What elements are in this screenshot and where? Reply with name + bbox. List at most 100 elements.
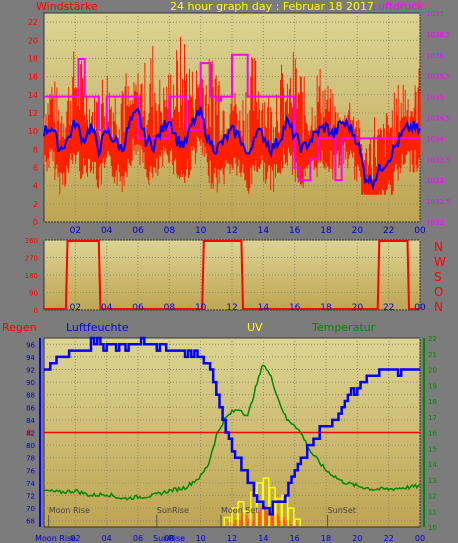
x-tick-1-22: 22	[383, 226, 394, 236]
pressure-tick-1032: 1032	[426, 219, 444, 227]
temperature-tick-15: 15	[428, 445, 437, 453]
x-tick-3-22: 22	[384, 534, 394, 543]
wind-tick-22: 22	[28, 18, 38, 27]
series-humidity	[44, 336, 420, 516]
x-tick-2-20: 20	[352, 303, 364, 313]
humidity-tick-80: 80	[26, 442, 35, 450]
humidity-tick-88: 88	[26, 392, 35, 400]
wind-tick-6: 6	[33, 163, 38, 172]
pressure-tick-1033,5: 1033,5	[426, 156, 451, 164]
direction-letter-s: S	[434, 270, 442, 284]
x-tick-2-12: 12	[226, 303, 237, 313]
plot-area-2	[43, 239, 421, 311]
pressure-tick-1036: 1036	[426, 52, 444, 60]
x-tick-2-02: 02	[70, 303, 81, 313]
direction-tick-90: 90	[29, 290, 38, 298]
x-tick-2-14: 14	[258, 303, 270, 313]
wind-tick-18: 18	[28, 54, 38, 63]
annotation-label-0: Moon Rise	[49, 506, 90, 515]
wind-tick-14: 14	[28, 91, 38, 100]
pressure-tick-1036,5: 1036,5	[426, 31, 451, 39]
wind-tick-8: 8	[33, 145, 38, 154]
pressure-tick-1032,5: 1032,5	[426, 198, 451, 206]
direction-tick-360: 360	[25, 237, 38, 245]
pressure-tick-1034,5: 1034,5	[426, 115, 451, 123]
direction-letter-w: W	[434, 255, 446, 269]
x-tick-2-08: 08	[164, 303, 176, 313]
humidity-tick-68: 68	[26, 518, 35, 526]
annotation-label-1: SunRise	[157, 506, 189, 515]
x-tick-1-20: 20	[352, 226, 364, 236]
wind-tick-4: 4	[33, 182, 38, 191]
pressure-tick-1035: 1035	[426, 94, 444, 102]
x-tick-2-00: 00	[414, 303, 426, 313]
x-tick-1-14: 14	[258, 226, 270, 236]
uv-axis-title: UV	[247, 321, 263, 334]
temperature-tick-20: 20	[428, 367, 437, 375]
temperature-tick-14: 14	[428, 461, 437, 469]
temperature-tick-12: 12	[428, 493, 437, 501]
event-label-moon-rise-bottom: Moon Rise	[35, 534, 76, 543]
series-pressure	[44, 53, 420, 182]
rain-axis-title: Regen	[2, 321, 37, 334]
temperature-tick-21: 21	[428, 351, 437, 359]
humidity-tick-82: 82	[26, 430, 35, 438]
pressure-axis-title: Luftdruck	[372, 0, 424, 13]
pressure-tick-1037: 1037	[426, 10, 444, 18]
x-tick-3-20: 20	[352, 534, 362, 543]
x-tick-1-08: 08	[164, 226, 176, 236]
x-tick-2-22: 22	[383, 303, 394, 313]
temperature-tick-19: 19	[428, 382, 437, 390]
temperature-tick-10: 10	[428, 524, 437, 532]
temperature-tick-22: 22	[428, 335, 437, 343]
event-label-sunrise-bottom: SunRise	[153, 534, 185, 543]
x-tick-3-06: 06	[133, 534, 143, 543]
x-tick-2-18: 18	[320, 303, 332, 313]
x-tick-1-00: 00	[414, 226, 426, 236]
humidity-tick-92: 92	[26, 367, 35, 375]
wind-tick-12: 12	[28, 109, 38, 118]
humidity-tick-86: 86	[26, 404, 35, 412]
humidity-tick-70: 70	[26, 505, 35, 513]
pressure-tick-1033: 1033	[426, 177, 444, 185]
wind-tick-16: 16	[28, 73, 38, 82]
humidity-tick-76: 76	[26, 467, 35, 475]
temperature-tick-18: 18	[428, 398, 437, 406]
temperature-axis-title: Temperatur	[312, 321, 376, 334]
wind-tick-10: 10	[28, 127, 38, 136]
series-temperature	[43, 364, 421, 501]
x-tick-1-12: 12	[226, 226, 237, 236]
humidity-tick-84: 84	[26, 417, 35, 425]
temperature-tick-16: 16	[428, 430, 437, 438]
humidity-tick-78: 78	[26, 455, 35, 463]
wind-tick-2: 2	[33, 200, 38, 209]
temperature-tick-13: 13	[428, 477, 437, 485]
x-tick-1-16: 16	[289, 226, 301, 236]
direction-tick-270: 270	[25, 255, 38, 263]
series-wind-direction	[44, 240, 420, 310]
humidity-tick-94: 94	[26, 354, 35, 362]
x-tick-1-04: 04	[101, 226, 113, 236]
x-tick-2-16: 16	[289, 303, 301, 313]
annotation-label-3: SunSet	[328, 506, 356, 515]
direction-letter-o: O	[434, 285, 444, 299]
x-tick-3-14: 14	[258, 534, 268, 543]
x-tick-3-08: 08	[164, 534, 174, 543]
temperature-tick-17: 17	[428, 414, 437, 422]
x-tick-3-10: 10	[196, 534, 206, 543]
series-wind-average	[43, 107, 421, 191]
temperature-tick-11: 11	[428, 508, 437, 516]
direction-tick-180: 180	[25, 272, 38, 280]
x-tick-1-10: 10	[195, 226, 207, 236]
x-tick-2-10: 10	[195, 303, 207, 313]
x-tick-1-06: 06	[132, 226, 144, 236]
pressure-tick-1035,5: 1035,5	[426, 73, 451, 81]
humidity-tick-90: 90	[26, 379, 35, 387]
direction-letter-n2: N	[434, 300, 443, 314]
x-tick-2-06: 06	[132, 303, 144, 313]
wind-tick-0: 0	[33, 218, 38, 227]
x-tick-3-16: 16	[290, 534, 300, 543]
wind-axis-title: Windstärke	[36, 0, 98, 13]
humidity-axis-title: Luftfeuchte	[66, 321, 129, 334]
